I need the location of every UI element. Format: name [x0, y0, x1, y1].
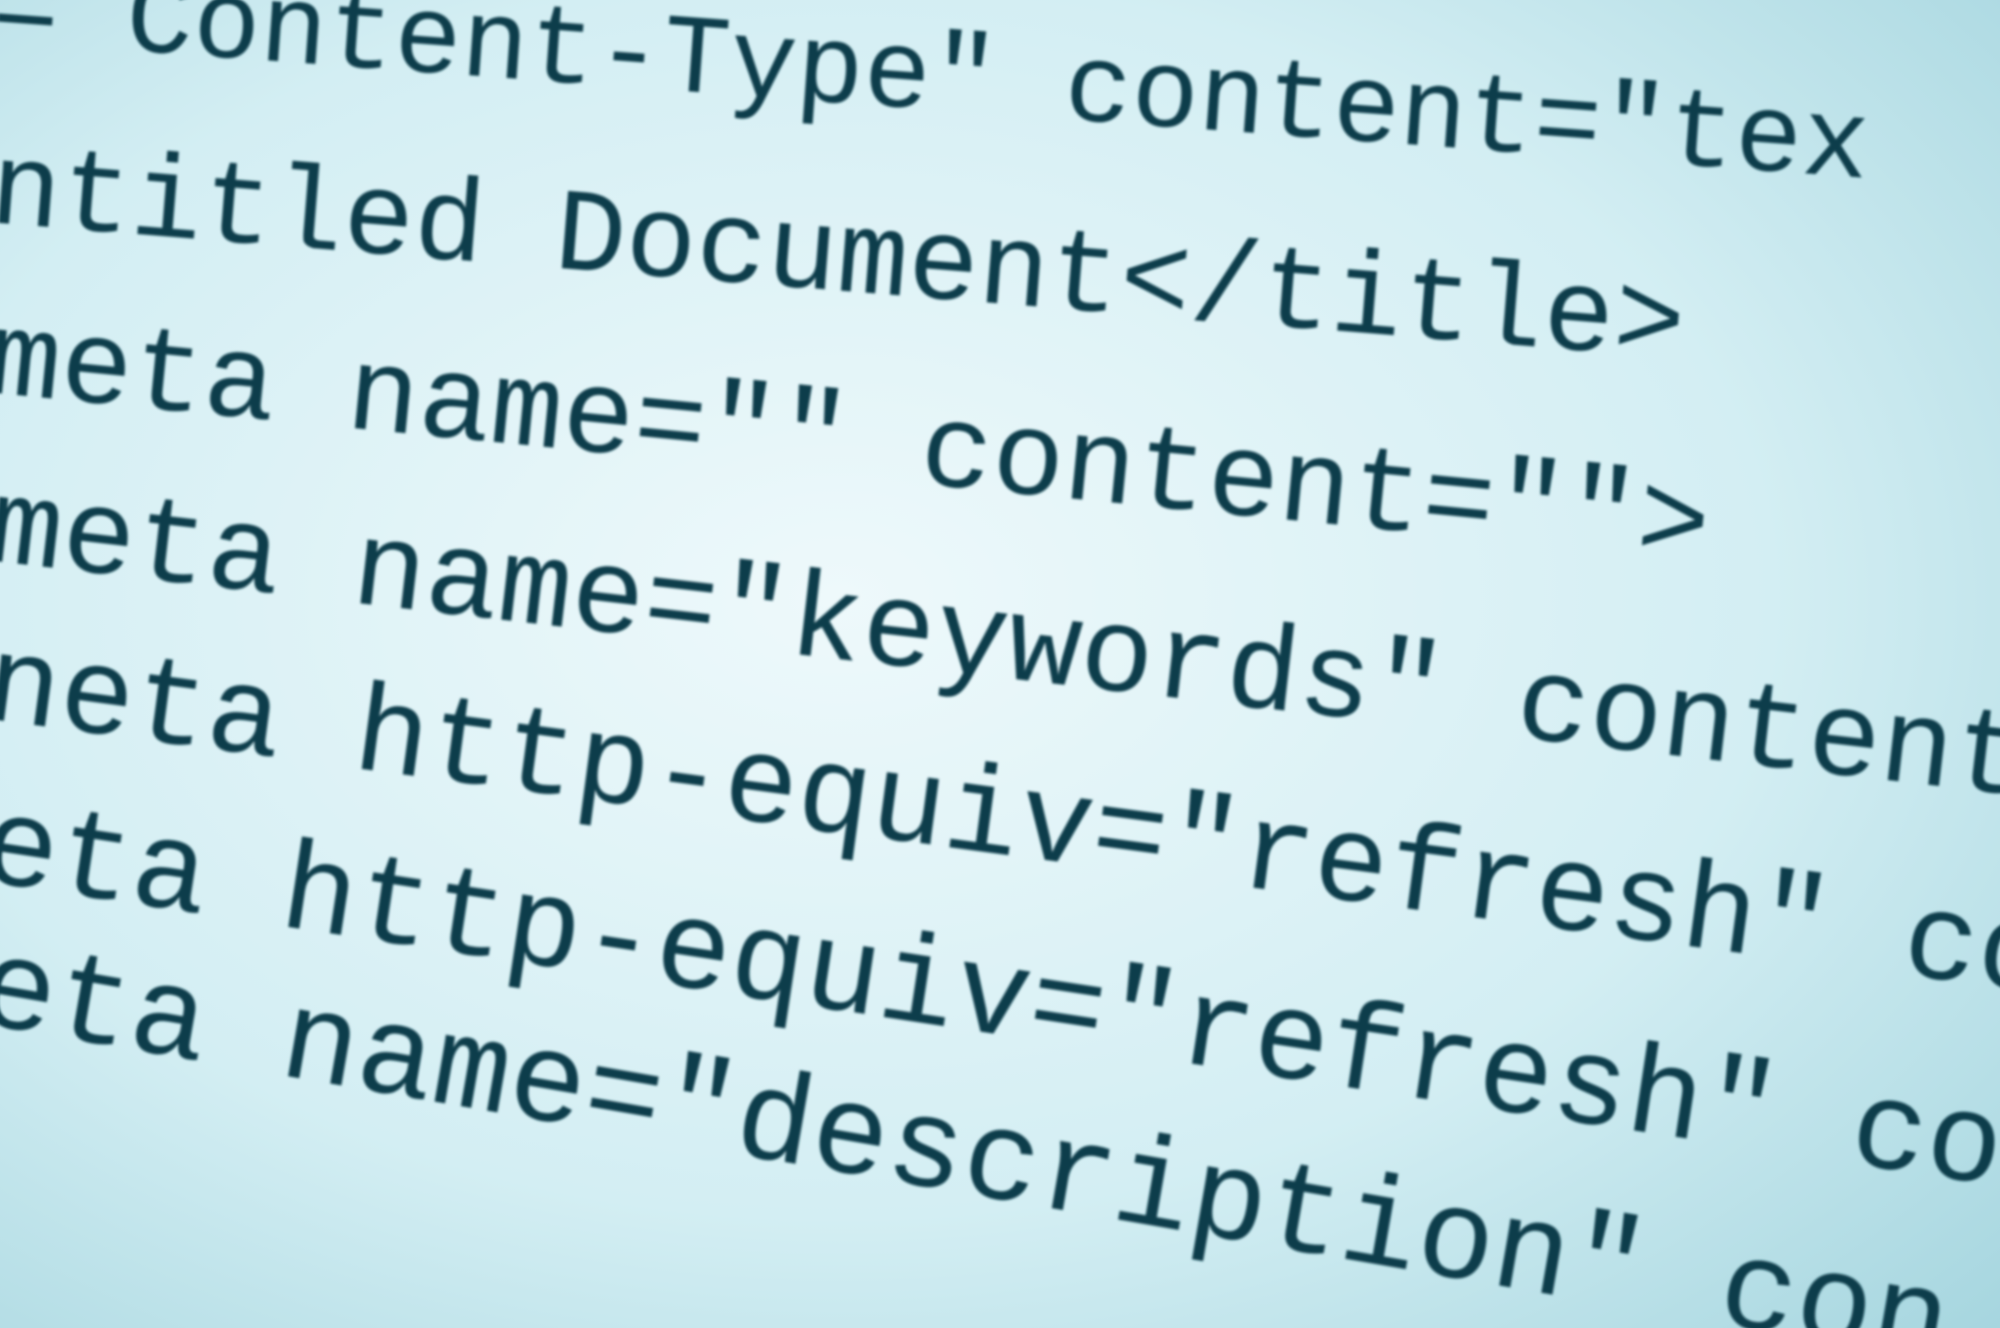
screen-background [0, 0, 2000, 1328]
page: = Content-Type" content="tex ntitled Docu… [0, 0, 2000, 1328]
